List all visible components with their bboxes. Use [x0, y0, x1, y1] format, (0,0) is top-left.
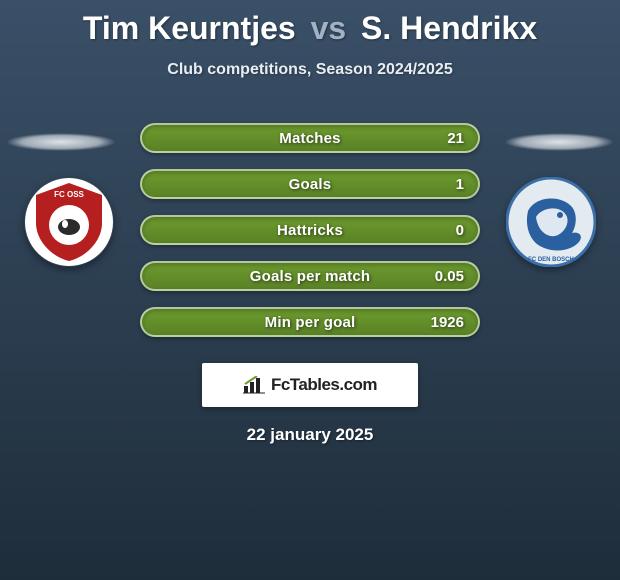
- vs-label: vs: [311, 10, 347, 46]
- player1-name: Tim Keurntjes: [83, 10, 296, 46]
- brand-label: FcTables.com: [271, 375, 377, 395]
- stat-value-right: 1926: [431, 314, 464, 331]
- comparison-title: Tim Keurntjes vs S. Hendrikx: [0, 0, 620, 47]
- bar-chart-icon: [243, 376, 265, 394]
- stat-bar-goals: Goals 1: [140, 169, 480, 199]
- stat-value-right: 21: [447, 130, 464, 147]
- stat-bar-goals-per-match: Goals per match 0.05: [140, 261, 480, 291]
- subtitle: Club competitions, Season 2024/2025: [0, 61, 620, 79]
- stat-value-right: 1: [456, 176, 464, 193]
- svg-text:FC DEN BOSCH: FC DEN BOSCH: [528, 257, 574, 263]
- stat-label: Matches: [279, 130, 340, 147]
- stats-arena: FC OSS FC DEN BOSCH Matches 21 Goals 1 H…: [0, 107, 620, 347]
- team2-crest-icon: FC DEN BOSCH: [506, 177, 596, 267]
- stat-label: Goals per match: [250, 268, 371, 285]
- stat-label: Goals: [289, 176, 332, 193]
- stat-bar-hattricks: Hattricks 0: [140, 215, 480, 245]
- svg-text:FC OSS: FC OSS: [54, 190, 84, 199]
- team2-crest: FC DEN BOSCH: [506, 177, 596, 267]
- stat-value-right: 0.05: [435, 268, 464, 285]
- stat-value-right: 0: [456, 222, 464, 239]
- brand-text: FcTables.com: [243, 375, 377, 395]
- player1-stand-shadow: [6, 133, 116, 151]
- player2-name: S. Hendrikx: [361, 10, 537, 46]
- brand-box[interactable]: FcTables.com: [202, 363, 418, 407]
- stat-bar-min-per-goal: Min per goal 1926: [140, 307, 480, 337]
- stat-bar-matches: Matches 21: [140, 123, 480, 153]
- stat-bars: Matches 21 Goals 1 Hattricks 0 Goals per…: [140, 123, 480, 353]
- team1-crest-icon: FC OSS: [24, 177, 114, 267]
- date-label: 22 january 2025: [0, 425, 620, 445]
- stat-label: Hattricks: [277, 222, 343, 239]
- player2-stand-shadow: [504, 133, 614, 151]
- team1-crest: FC OSS: [24, 177, 114, 267]
- stat-label: Min per goal: [265, 314, 356, 331]
